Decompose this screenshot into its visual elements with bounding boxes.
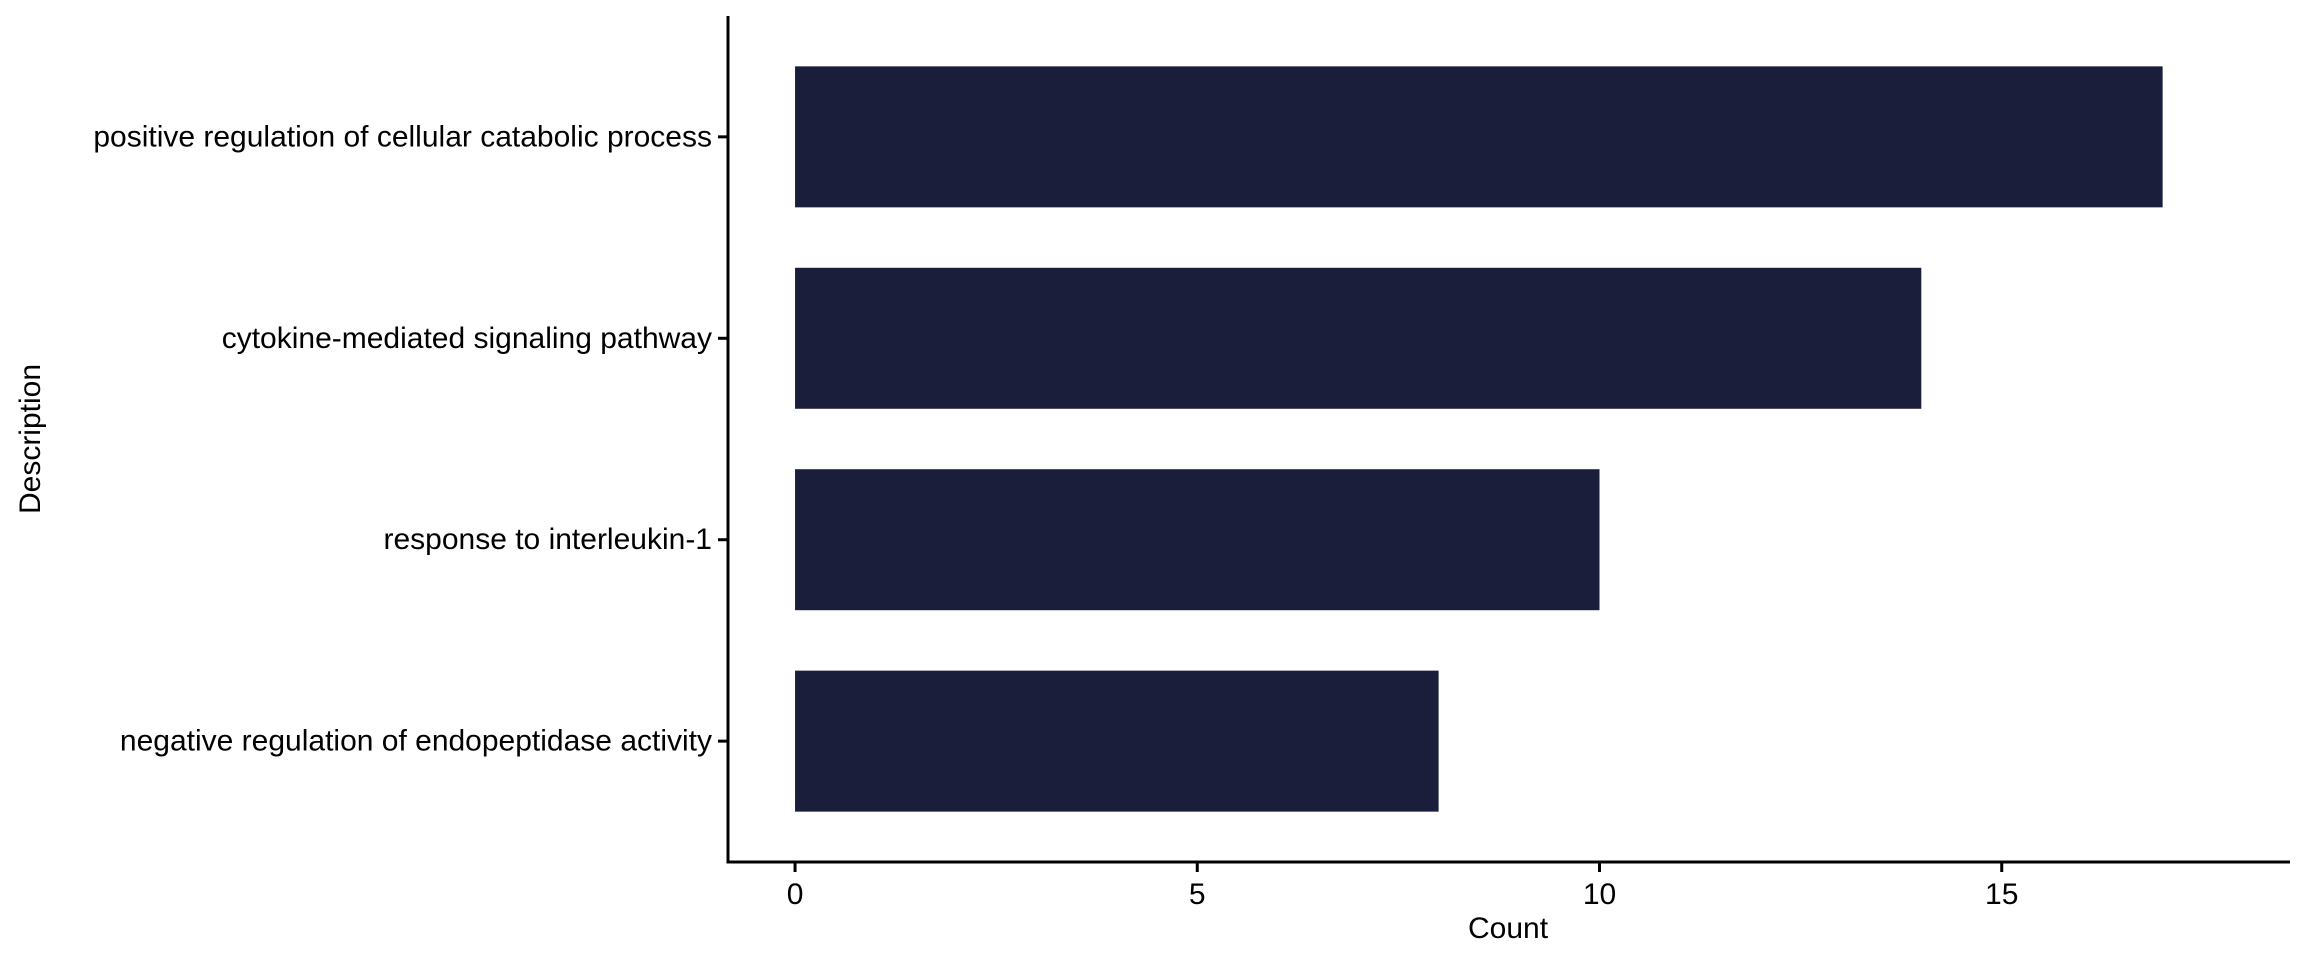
bar bbox=[795, 670, 1439, 812]
x-axis-title: Count bbox=[1468, 912, 1549, 945]
x-tick-label: 10 bbox=[1583, 878, 1616, 911]
y-tick-label: negative regulation of endopeptidase act… bbox=[120, 725, 712, 758]
bar bbox=[795, 469, 1600, 611]
bar bbox=[795, 66, 2163, 208]
y-tick-label: cytokine-mediated signaling pathway bbox=[222, 322, 712, 355]
bars-layer bbox=[795, 66, 2163, 812]
x-tick-label: 15 bbox=[1985, 878, 2018, 911]
bar bbox=[795, 267, 1922, 409]
y-tick-label: positive regulation of cellular cataboli… bbox=[93, 120, 712, 153]
x-tick-label: 5 bbox=[1189, 878, 1206, 911]
y-axis-title: Description bbox=[14, 364, 47, 514]
y-axis-ticks: positive regulation of cellular cataboli… bbox=[93, 120, 728, 758]
x-axis-ticks: 0 5 10 15 bbox=[787, 862, 2018, 911]
x-tick-label: 0 bbox=[787, 878, 804, 911]
y-tick-label: response to interleukin-1 bbox=[383, 523, 712, 556]
